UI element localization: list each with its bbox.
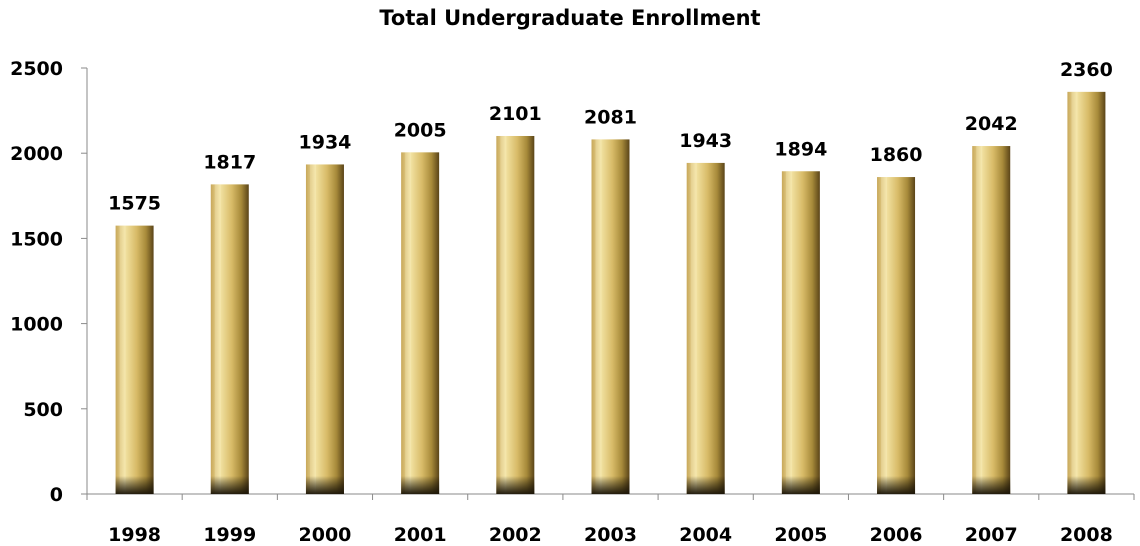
y-tick-label: 500	[23, 399, 63, 421]
bar-sheen	[119, 225, 126, 494]
bar-group	[496, 135, 535, 494]
bar	[305, 164, 344, 494]
bar	[972, 146, 1011, 494]
chart-title: Total Undergraduate Enrollment	[379, 6, 761, 30]
y-tick-label: 2000	[10, 143, 63, 165]
bar-group	[972, 146, 1011, 494]
bar-group	[781, 171, 820, 495]
bar-base-shadow	[591, 476, 630, 494]
bar-group	[401, 152, 440, 494]
labels: 0 500 1000 1500 2000 2500 1575 1998 1817 1999 1934…	[10, 58, 1113, 546]
bar-group	[115, 225, 154, 494]
bar-base-shadow	[401, 476, 440, 494]
data-label: 2360	[1060, 59, 1113, 81]
x-tick-label: 2003	[584, 524, 637, 546]
x-tick-label: 2004	[679, 524, 732, 546]
bar-sheen	[214, 184, 221, 495]
bar	[496, 135, 535, 494]
bar-base-shadow	[210, 476, 249, 494]
bar-base-shadow	[496, 476, 535, 494]
bar-group	[1067, 91, 1106, 494]
data-label: 1817	[203, 151, 256, 173]
data-label: 1860	[870, 144, 923, 166]
bar	[877, 177, 916, 494]
x-tick-label: 2002	[489, 524, 542, 546]
bar-sheen	[1071, 91, 1078, 494]
bar	[401, 152, 440, 494]
bar-group	[210, 184, 249, 495]
x-tick-label: 2005	[774, 524, 827, 546]
bar	[591, 139, 630, 495]
x-tick-label: 2006	[870, 524, 923, 546]
bar-group	[877, 177, 916, 494]
y-tick-label: 0	[50, 484, 63, 506]
y-tick-label: 2500	[10, 58, 63, 80]
bar-sheen	[500, 135, 507, 494]
data-label: 2005	[394, 119, 447, 141]
data-label: 2042	[965, 113, 1018, 135]
bar-sheen	[405, 152, 412, 494]
bar-group	[305, 164, 344, 494]
bar-sheen	[976, 146, 983, 494]
bars	[115, 91, 1106, 495]
data-label: 1934	[299, 131, 352, 153]
data-label: 2101	[489, 103, 542, 125]
x-tick-label: 2001	[394, 524, 447, 546]
data-label: 1943	[679, 130, 732, 152]
bar-base-shadow	[686, 476, 725, 494]
y-tick-label: 1500	[10, 228, 63, 250]
bar-base-shadow	[305, 476, 344, 494]
bar	[210, 184, 249, 495]
bar-base-shadow	[972, 476, 1011, 494]
x-tick-label: 2000	[299, 524, 352, 546]
bar-sheen	[309, 164, 316, 494]
x-tick-label: 2007	[965, 524, 1018, 546]
bar-base-shadow	[781, 476, 820, 494]
x-tick-label: 1999	[203, 524, 256, 546]
y-tick-label: 1000	[10, 314, 63, 336]
bar-group	[591, 139, 630, 495]
bar-sheen	[785, 171, 792, 495]
bar	[115, 225, 154, 494]
bar-sheen	[690, 162, 697, 495]
bar-base-shadow	[115, 476, 154, 494]
bar-sheen	[881, 177, 888, 494]
bar	[1067, 91, 1106, 494]
bar	[686, 162, 725, 495]
data-label: 1894	[774, 138, 827, 160]
bar-sheen	[595, 139, 602, 495]
data-label: 1575	[108, 193, 161, 215]
x-tick-label: 2008	[1060, 524, 1113, 546]
bar-group	[686, 162, 725, 495]
bar-base-shadow	[1067, 476, 1106, 494]
x-tick-label: 1998	[108, 524, 161, 546]
data-label: 2081	[584, 106, 637, 128]
bar-base-shadow	[877, 476, 916, 494]
bar	[781, 171, 820, 495]
